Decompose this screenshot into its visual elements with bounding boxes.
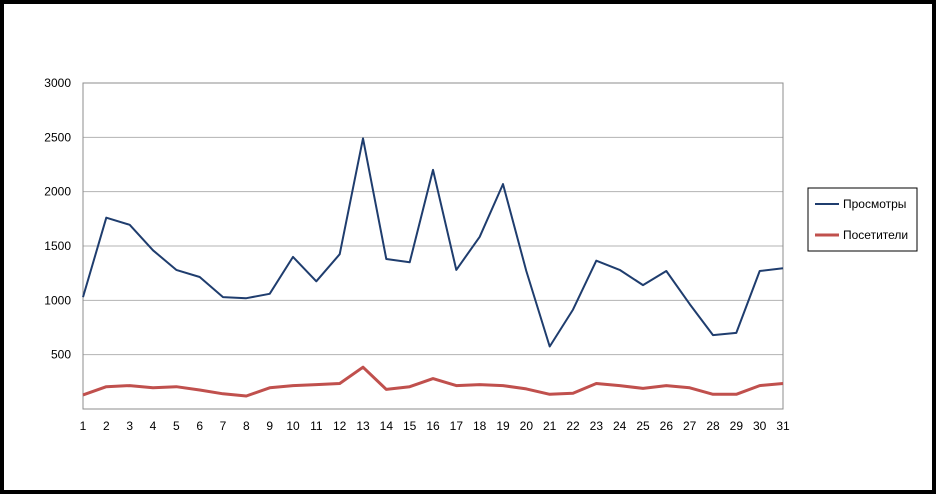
x-tick-label: 8 xyxy=(243,419,250,433)
x-tick-label: 22 xyxy=(566,419,580,433)
x-tick-label: 3 xyxy=(126,419,133,433)
x-tick-label: 2 xyxy=(103,419,110,433)
y-tick-label: 500 xyxy=(51,348,71,362)
x-tick-label: 9 xyxy=(266,419,273,433)
x-tick-label: 13 xyxy=(356,419,370,433)
x-tick-label: 31 xyxy=(776,419,790,433)
series-line xyxy=(82,365,784,398)
x-tick-label: 26 xyxy=(660,419,674,433)
x-tick-label: 24 xyxy=(613,419,627,433)
x-tick-label: 6 xyxy=(196,419,203,433)
x-tick-label: 19 xyxy=(496,419,510,433)
legend-label: Просмотры xyxy=(843,197,906,211)
y-tick-label: 1500 xyxy=(44,239,71,253)
x-tick-label: 30 xyxy=(753,419,767,433)
y-axis-labels: 500 1000 1500 2000 2500 3000 xyxy=(44,76,71,362)
y-tick-label: 3000 xyxy=(44,76,71,90)
y-tick-label: 2000 xyxy=(44,185,71,199)
x-tick-label: 17 xyxy=(450,419,464,433)
x-tick-label: 12 xyxy=(333,419,347,433)
x-tick-label: 5 xyxy=(173,419,180,433)
legend: Просмотры Посетители xyxy=(807,187,918,252)
x-tick-label: 29 xyxy=(730,419,744,433)
x-tick-label: 25 xyxy=(636,419,650,433)
y-tick-label: 2500 xyxy=(44,130,71,144)
series-line xyxy=(82,137,784,348)
x-tick-label: 21 xyxy=(543,419,557,433)
x-tick-label: 4 xyxy=(150,419,157,433)
x-tick-label: 27 xyxy=(683,419,697,433)
x-tick-label: 7 xyxy=(220,419,227,433)
x-tick-label: 15 xyxy=(403,419,417,433)
x-tick-label: 11 xyxy=(310,419,323,433)
plot-border xyxy=(82,82,784,410)
legend-label: Посетители xyxy=(843,228,908,242)
x-tick-label: 28 xyxy=(706,419,720,433)
x-tick-label: 23 xyxy=(590,419,604,433)
legend-box xyxy=(807,187,918,252)
x-tick-label: 14 xyxy=(380,419,394,433)
x-tick-label: 20 xyxy=(520,419,534,433)
x-tick-label: 18 xyxy=(473,419,487,433)
series-lines xyxy=(82,137,784,398)
y-tick-label: 1000 xyxy=(44,293,71,307)
gridlines xyxy=(83,82,783,356)
x-tick-label: 16 xyxy=(426,419,440,433)
x-tick-label: 1 xyxy=(80,419,87,433)
x-tick-label: 10 xyxy=(286,419,300,433)
plot-area xyxy=(82,82,784,410)
x-axis-labels: 1 2 3 4 5 6 7 8 9 10 11 12 13 14 15 16 17 18 19 20 21 22 23 24 2… xyxy=(80,419,790,433)
